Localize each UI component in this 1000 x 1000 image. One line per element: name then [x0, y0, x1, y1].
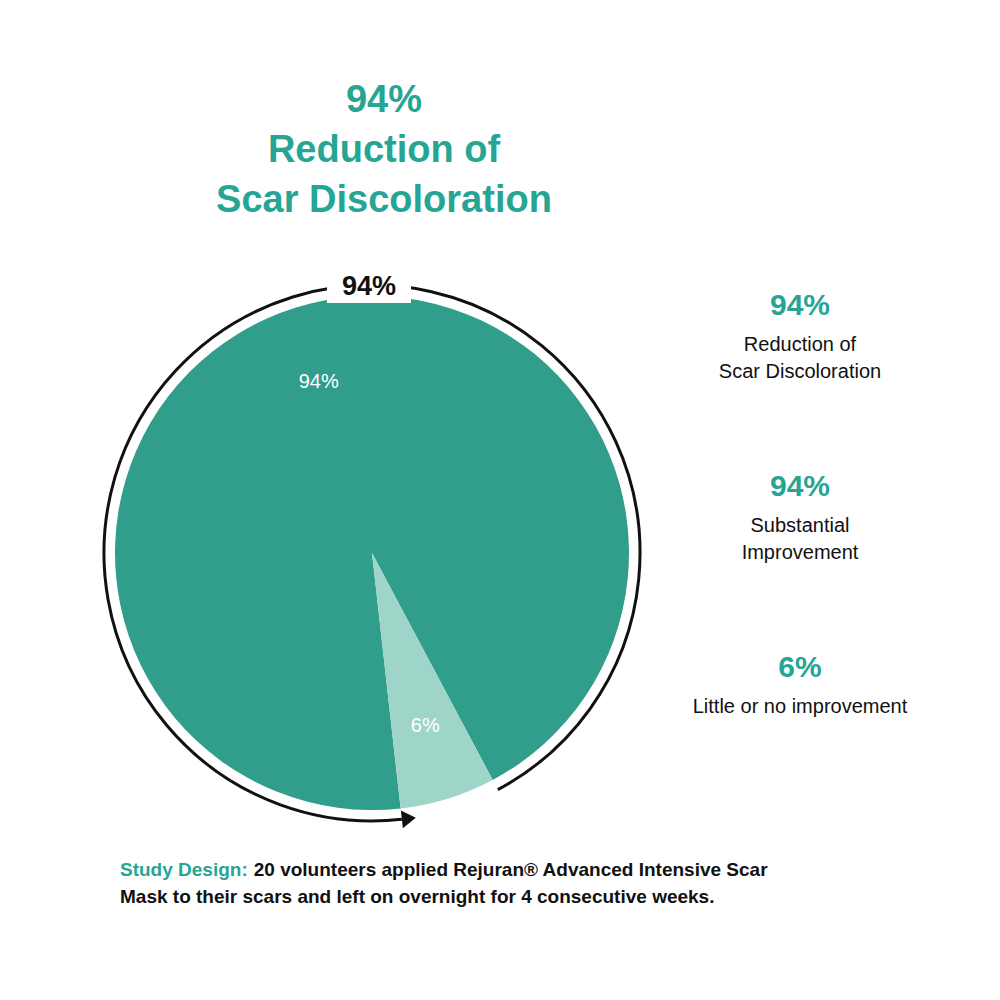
study-design-text: 20 volunteers applied Rejuran® Advanced …	[120, 859, 768, 907]
pie	[115, 296, 629, 810]
data-label: 6%	[411, 714, 440, 736]
title: 94%Reduction ofScar Discoloration	[216, 78, 552, 220]
legend-text: SubstantialImprovement	[742, 514, 859, 563]
legend-text: Reduction ofScar Discoloration	[719, 333, 881, 382]
ring-label-background	[327, 267, 411, 303]
ring-label: 94%	[342, 271, 396, 301]
chart-container: 94%Reduction ofScar Discoloration94%6%94…	[0, 0, 1000, 1000]
study-design-label: Study Design:	[120, 859, 248, 880]
legend-value: 6%	[778, 650, 821, 683]
legend-text: Little or no improvement	[693, 695, 908, 717]
ring-arrowhead	[401, 810, 416, 828]
legend-value: 94%	[770, 469, 830, 502]
data-label: 94%	[299, 370, 339, 392]
legend-value: 94%	[770, 288, 830, 321]
chart-svg: 94%Reduction ofScar Discoloration94%6%94…	[0, 0, 1000, 1000]
pie-slice	[372, 553, 493, 808]
pie-slice	[115, 296, 629, 810]
highlight-ring	[104, 285, 640, 821]
